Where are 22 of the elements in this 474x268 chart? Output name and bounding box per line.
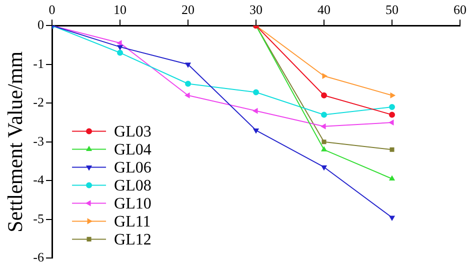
y-tick-label: -4 — [33, 172, 45, 188]
y-tick-label: -1 — [33, 56, 44, 71]
y-axis-title: Settlement Value/mm — [3, 51, 28, 232]
x-tick-label: 50 — [386, 2, 399, 18]
x-tick-label: 0 — [48, 2, 56, 18]
legend-label: GL04 — [114, 141, 152, 158]
y-tick-label: -6 — [33, 250, 45, 265]
x-tick-label: 40 — [318, 2, 331, 18]
legend-label: GL03 — [114, 123, 152, 140]
y-tick-label: -5 — [33, 210, 44, 226]
legend-label: GL12 — [114, 231, 152, 248]
x-tick-label: 30 — [250, 2, 263, 18]
y-tick-label: -2 — [33, 94, 44, 110]
y-tick-label: -3 — [33, 133, 44, 148]
legend-label: GL10 — [114, 195, 152, 212]
x-tick-label: 10 — [114, 2, 127, 18]
legend-label: GL06 — [114, 159, 152, 176]
x-tick-label: 20 — [182, 2, 195, 18]
y-tick-label: 0 — [38, 17, 44, 32]
legend-label: GL11 — [114, 213, 151, 230]
x-tick-label: 60 — [454, 2, 466, 18]
legend-label: GL08 — [114, 177, 152, 194]
